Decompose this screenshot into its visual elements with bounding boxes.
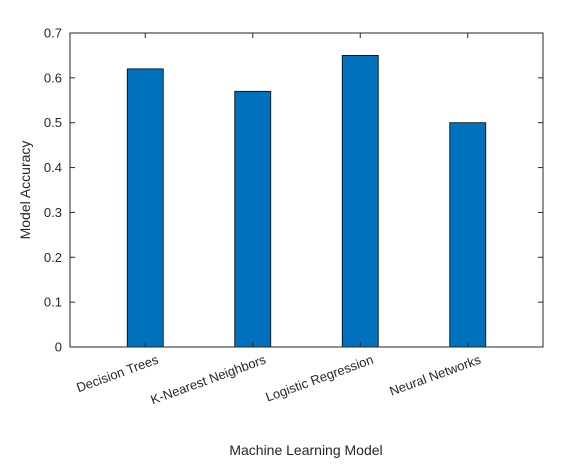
y-tick-label: 0.3 [44,205,62,220]
y-tick-label: 0.1 [44,295,62,310]
y-tick-label: 0.2 [44,250,62,265]
bar [234,90,272,348]
y-axis-label: Model Accuracy [17,141,33,240]
x-axis-label: Machine Learning Model [229,442,382,458]
x-tick-label: Logistic Regression [264,352,376,405]
plot-box [69,32,544,348]
bar [449,122,487,348]
y-axis-ticks: 0 0.1 0.2 0.3 0.4 0.5 0.6 0.7 [44,26,543,355]
y-tick-label: 0.5 [44,115,62,130]
bar [126,68,164,348]
x-tick-label: Decision Trees [74,352,160,396]
y-tick-label: 0.4 [44,160,62,175]
bars-group [126,55,487,348]
bar [341,55,379,348]
y-tick-label: 0.7 [44,26,62,41]
x-tick-label: K-Nearest Neighbors [149,352,269,408]
x-tick-label: Neural Networks [387,352,483,399]
y-tick-label: 0 [55,340,62,355]
y-tick-label: 0.6 [44,70,62,85]
